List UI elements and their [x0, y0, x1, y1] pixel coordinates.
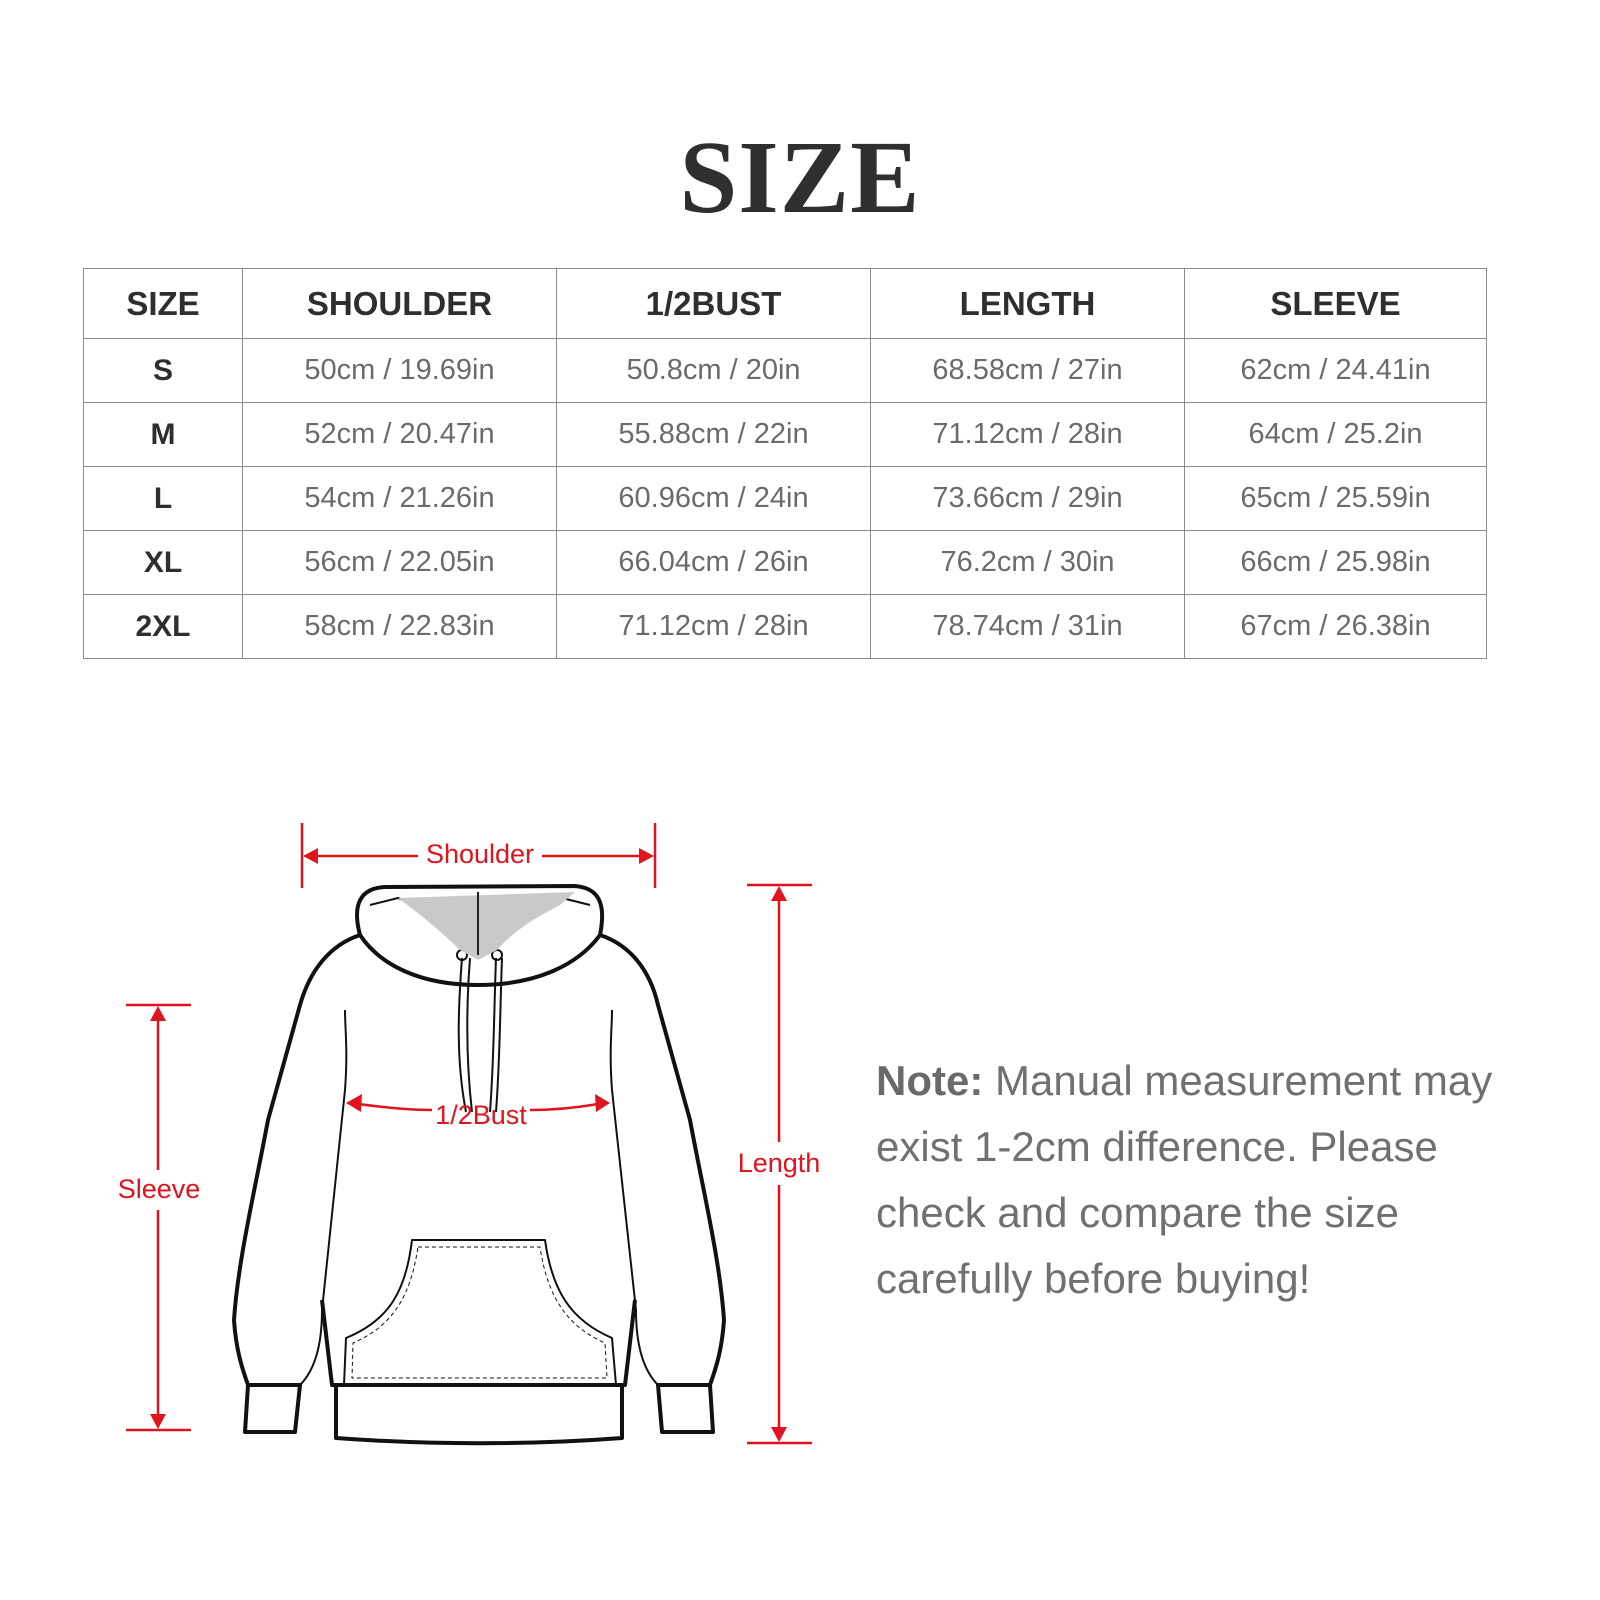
- measurement-cell: 60.96cm / 24in: [556, 466, 871, 531]
- measurement-cell: 76.2cm / 30in: [870, 530, 1185, 595]
- size-cell: S: [83, 338, 243, 403]
- measurement-cell: 71.12cm / 28in: [870, 402, 1185, 467]
- measurement-cell: 66cm / 25.98in: [1184, 530, 1487, 595]
- measurement-cell: 50.8cm / 20in: [556, 338, 871, 403]
- hood-lining: [398, 892, 575, 960]
- measurement-cell: 73.66cm / 29in: [870, 466, 1185, 531]
- measurement-cell: 62cm / 24.41in: [1184, 338, 1487, 403]
- measurement-cell: 52cm / 20.47in: [242, 402, 557, 467]
- sleeve-label: Sleeve: [118, 1174, 201, 1204]
- size-table: SIZE SHOULDER 1/2BUST LENGTH SLEEVE S 50c…: [83, 268, 1487, 659]
- measurement-cell: 78.74cm / 31in: [870, 594, 1185, 659]
- header-bust: 1/2BUST: [556, 268, 871, 339]
- size-cell: L: [83, 466, 243, 531]
- note-label: Note:: [876, 1057, 984, 1104]
- table-row: XL 56cm / 22.05in 66.04cm / 26in 76.2cm / 3…: [83, 530, 1487, 595]
- table-row: M 52cm / 20.47in 55.88cm / 22in 71.12cm / 2…: [83, 402, 1487, 467]
- measurement-cell: 65cm / 25.59in: [1184, 466, 1487, 531]
- size-cell: M: [83, 402, 243, 467]
- measurement-cell: 54cm / 21.26in: [242, 466, 557, 531]
- header-sleeve: SLEEVE: [1184, 268, 1487, 339]
- measurement-cell: 64cm / 25.2in: [1184, 402, 1487, 467]
- measurement-cell: 50cm / 19.69in: [242, 338, 557, 403]
- measurement-note: Note: Manual measurement may exist 1-2cm…: [876, 1048, 1516, 1312]
- shoulder-label: Shoulder: [426, 839, 534, 869]
- size-cell: 2XL: [83, 594, 243, 659]
- table-header-row: SIZE SHOULDER 1/2BUST LENGTH SLEEVE: [83, 268, 1487, 339]
- measurement-cell: 56cm / 22.05in: [242, 530, 557, 595]
- measurement-cell: 58cm / 22.83in: [242, 594, 557, 659]
- bust-label: 1/2Bust: [435, 1100, 527, 1130]
- measurement-cell: 67cm / 26.38in: [1184, 594, 1487, 659]
- table-row: L 54cm / 21.26in 60.96cm / 24in 73.66cm / 2…: [83, 466, 1487, 531]
- measurement-cell: 55.88cm / 22in: [556, 402, 871, 467]
- page-title: SIZE: [679, 120, 921, 235]
- table-row: S 50cm / 19.69in 50.8cm / 20in 68.58cm / 27…: [83, 338, 1487, 403]
- header-size: SIZE: [83, 268, 243, 339]
- header-length: LENGTH: [870, 268, 1185, 339]
- measurement-cell: 71.12cm / 28in: [556, 594, 871, 659]
- note-text: Manual measurement may exist 1-2cm diffe…: [876, 1057, 1493, 1302]
- length-label: Length: [738, 1148, 821, 1178]
- table-row: 2XL 58cm / 22.83in 71.12cm / 28in 78.74cm /…: [83, 594, 1487, 659]
- hoodie-outline: [232, 884, 726, 1446]
- measurement-cell: 66.04cm / 26in: [556, 530, 871, 595]
- measure-lines: [126, 823, 812, 1445]
